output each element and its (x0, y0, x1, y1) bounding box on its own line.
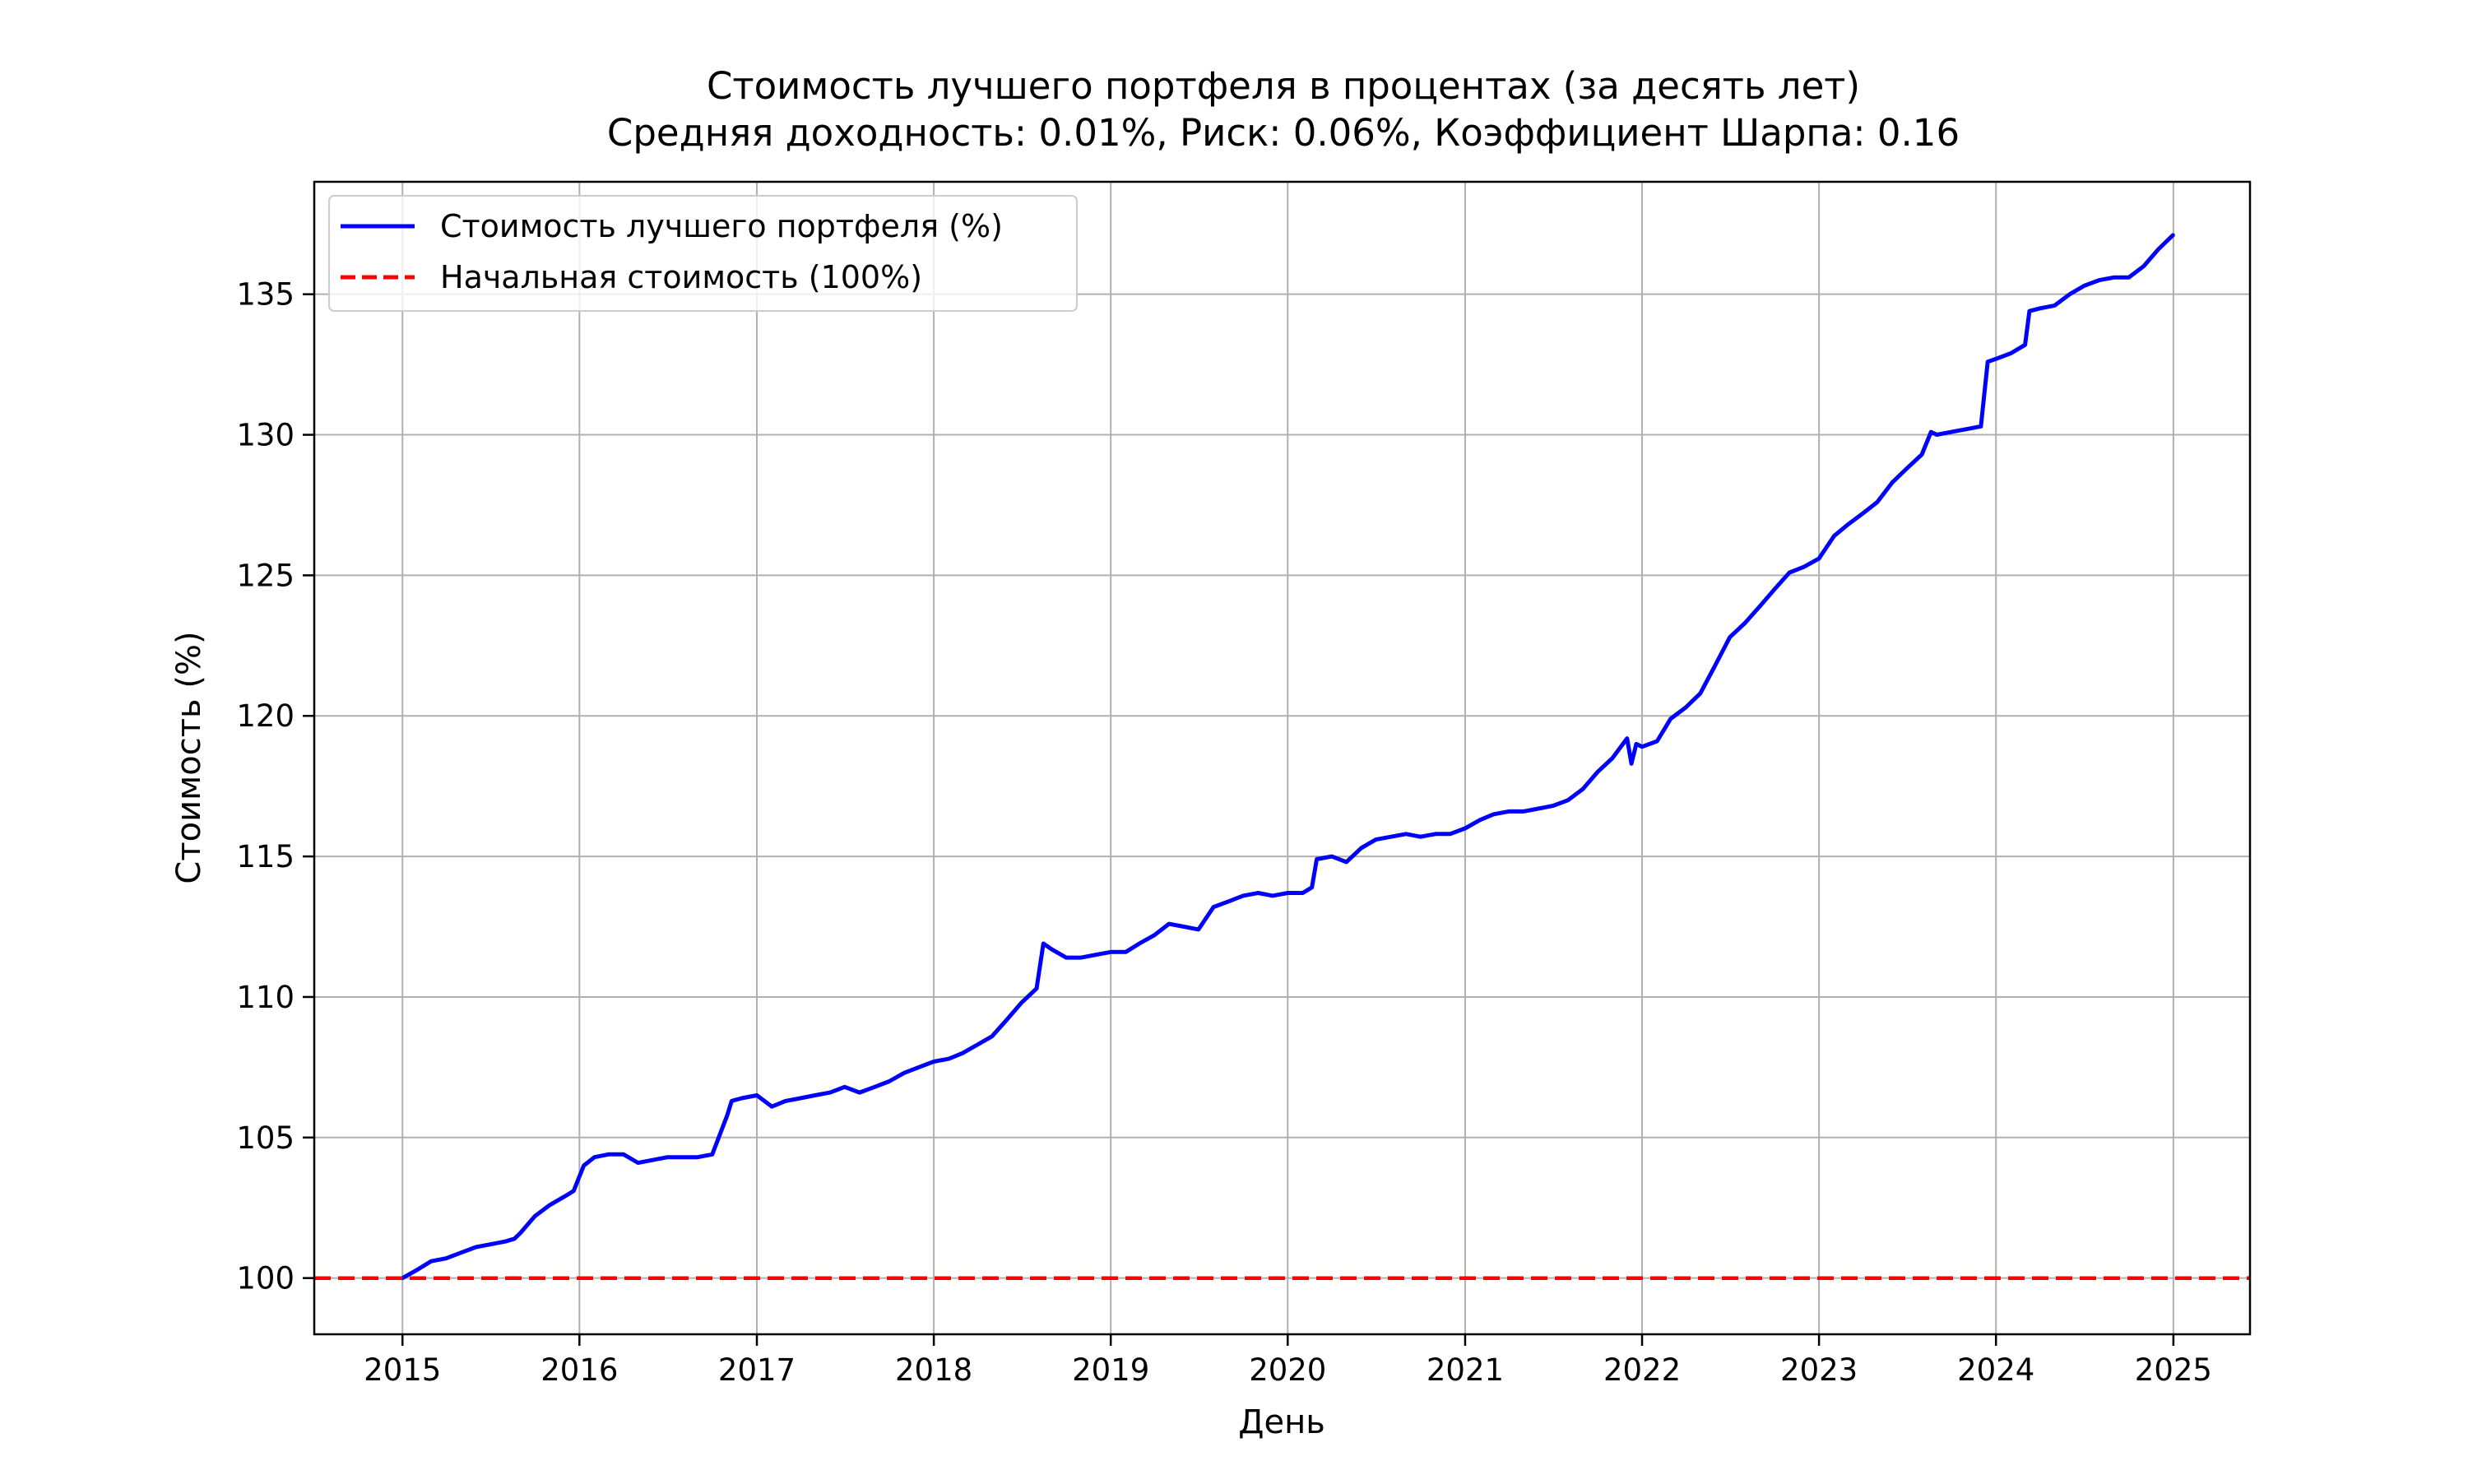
y-tick-label: 115 (236, 839, 295, 874)
x-tick-label: 2020 (1249, 1352, 1326, 1388)
plot-frame (313, 180, 2252, 1336)
y-tick-label: 110 (236, 980, 295, 1015)
grid (314, 182, 2250, 1334)
legend-label-portfolio: Стоимость лучшего портфеля (%) (440, 208, 1003, 244)
x-tick-label: 2015 (364, 1352, 441, 1388)
legend: Стоимость лучшего портфеля (%) Начальная… (328, 195, 1078, 312)
x-tick-label: 2023 (1780, 1352, 1858, 1388)
y-tick-label: 135 (236, 277, 295, 313)
y-tick-label: 125 (236, 558, 295, 593)
chart-subtitle: Средняя доходность: 0.01%, Риск: 0.06%, … (607, 111, 1960, 155)
y-tick-label: 130 (236, 418, 295, 453)
plot-area (314, 182, 2250, 1334)
x-axis-label: День (1238, 1403, 1325, 1441)
series-layer (314, 233, 2250, 1281)
chart-title: Стоимость лучшего портфеля в процентах (… (707, 64, 1860, 108)
y-axis-label: Стоимость (%) (170, 631, 208, 883)
y-tick-label: 105 (236, 1120, 295, 1156)
y-tick-label: 100 (236, 1261, 295, 1296)
x-tick-label: 2016 (540, 1352, 618, 1388)
x-tick-label: 2017 (718, 1352, 796, 1388)
x-tick-label: 2019 (1072, 1352, 1149, 1388)
x-tick-label: 2022 (1603, 1352, 1681, 1388)
x-tick-label: 2021 (1427, 1352, 1504, 1388)
x-tick-label: 2025 (2135, 1352, 2212, 1388)
ticks: 2015 2016 2017 2018 2019 2020 2021 2022 2023 2024… (236, 277, 2212, 1388)
x-tick-label: 2024 (1957, 1352, 2034, 1388)
legend-label-baseline: Начальная стоимость (100%) (440, 259, 922, 295)
series-line-portfolio (400, 233, 2175, 1281)
y-tick-label: 120 (236, 698, 295, 734)
legend-box (328, 195, 1078, 312)
x-tick-label: 2018 (895, 1352, 972, 1388)
